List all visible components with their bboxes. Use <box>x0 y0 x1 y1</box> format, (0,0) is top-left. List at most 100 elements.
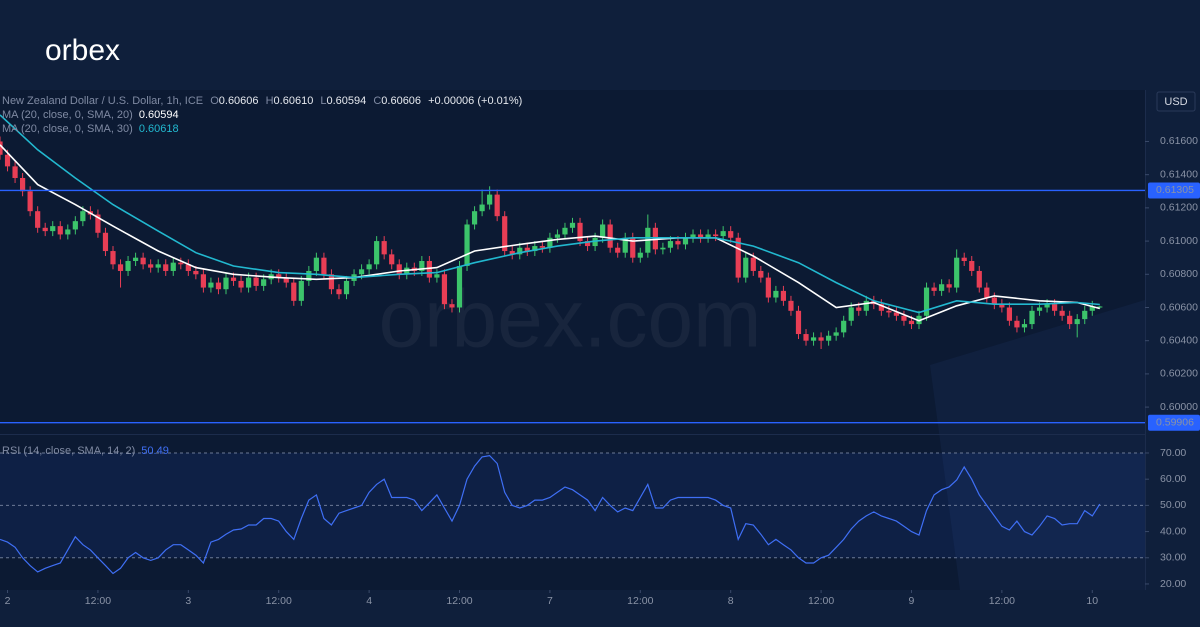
change: +0.00006 (+0.01%) <box>428 95 522 107</box>
candle-body <box>803 334 809 341</box>
candle-body <box>223 277 229 290</box>
x-tick-label: 9 <box>909 595 915 607</box>
x-tick-label: 12:00 <box>989 595 1015 607</box>
candle-body <box>328 274 335 290</box>
ma-name: MA (20, close, 0, SMA, 30) <box>2 123 133 135</box>
currency: USD <box>1164 96 1187 108</box>
candle-body <box>163 264 169 271</box>
candle-body <box>276 274 282 278</box>
candle-body <box>178 262 184 265</box>
ma-value: 0.60594 <box>139 109 179 121</box>
candle-body <box>833 332 839 336</box>
candle-body <box>193 270 199 275</box>
candle-body <box>102 232 109 252</box>
ohlc-value: 0.60606 <box>219 95 259 107</box>
candle-body <box>622 237 628 253</box>
x-tick-label: 8 <box>728 595 734 607</box>
ma-value: 0.60618 <box>139 123 179 135</box>
candle-body <box>441 274 448 305</box>
y-tick-label: 0.60000 <box>1160 401 1198 413</box>
x-tick-label: 12:00 <box>446 595 472 607</box>
candle-body <box>479 204 485 212</box>
candle-body <box>374 241 380 265</box>
candle-body <box>1052 304 1058 311</box>
candle-body <box>1097 306 1103 308</box>
price-header: New Zealand Dollar / U.S. Dollar, 1h, IC… <box>2 95 522 107</box>
candle-body <box>381 241 387 255</box>
candle-body <box>939 284 945 291</box>
candle-body <box>57 226 63 235</box>
candle-body <box>185 264 191 271</box>
candle-body <box>554 234 561 238</box>
candle-body <box>569 222 576 228</box>
candle-body <box>1036 307 1043 311</box>
ohlc-label: L <box>320 95 326 107</box>
price-axis: 0.61600 0.61400 0.61200 0.61000 0.60800 0.606… <box>0 135 1200 431</box>
logo: orbex <box>45 34 120 67</box>
candle-body <box>117 264 124 271</box>
candle-body <box>261 279 267 286</box>
candle-body <box>238 280 244 288</box>
price-pane <box>0 114 1103 349</box>
candle-body <box>389 254 395 265</box>
y-tick-label: 0.61000 <box>1160 235 1198 247</box>
candle-body <box>697 234 704 238</box>
candle-body <box>780 290 787 301</box>
candle-body <box>810 337 817 341</box>
rsi-line <box>0 454 1101 575</box>
candle-body <box>4 154 11 167</box>
rsi-name: RSI (14, close, SMA, 14, 2) <box>2 445 135 457</box>
y-tick-label: 0.61600 <box>1160 135 1198 147</box>
candle-body <box>743 257 749 278</box>
candle-body <box>419 261 425 271</box>
candle-body <box>539 246 545 248</box>
candle-body <box>140 257 146 265</box>
candle-body <box>1082 310 1088 320</box>
candle-body <box>509 251 515 255</box>
y-tick-label: 0.61400 <box>1160 168 1198 180</box>
y-tick-label: 40.00 <box>1160 525 1186 537</box>
candle-body <box>170 262 176 271</box>
candle-body <box>434 274 440 278</box>
candle-body <box>1014 320 1020 328</box>
level-tag <box>1148 182 1200 199</box>
y-tick-label: 50.00 <box>1160 499 1186 511</box>
candle-body <box>961 257 967 261</box>
y-tick-label: 20.00 <box>1160 578 1186 590</box>
symbol: New Zealand Dollar / U.S. Dollar, 1h, IC… <box>2 95 203 107</box>
level-label: 0.61305 <box>1156 184 1194 196</box>
candle-body <box>80 211 86 222</box>
candle-body <box>765 277 771 298</box>
candle-body <box>230 277 237 281</box>
y-tick-label: 70.00 <box>1160 447 1186 459</box>
ma-name: MA (20, close, 0, SMA, 20) <box>2 109 133 121</box>
candle-body <box>19 177 26 192</box>
candle-body <box>841 320 847 333</box>
candle-body <box>795 310 802 335</box>
candle-body <box>705 234 711 238</box>
candle-body <box>848 307 854 321</box>
candle-body <box>336 289 342 295</box>
x-tick-label: 2 <box>5 595 11 607</box>
candle-body <box>253 277 259 286</box>
candle-body <box>886 310 892 313</box>
candle-body <box>607 224 613 248</box>
candle-body <box>878 304 884 311</box>
candle-body <box>946 284 952 288</box>
candle-body <box>110 251 116 265</box>
candle-body <box>464 224 470 266</box>
candle-body <box>1044 304 1050 308</box>
candle-body <box>863 300 869 311</box>
ma-line <box>0 114 1100 314</box>
candle-body <box>923 287 930 316</box>
candle-body <box>991 297 997 305</box>
candle-body <box>291 282 297 301</box>
x-tick-label: 7 <box>547 595 553 607</box>
candle-body <box>690 234 696 238</box>
candle-body <box>1074 319 1080 325</box>
candle-body <box>592 237 598 247</box>
ohlc-value: 0.60594 <box>327 95 367 107</box>
candle-body <box>1059 310 1065 316</box>
ohlc-value: 0.60606 <box>381 95 421 107</box>
